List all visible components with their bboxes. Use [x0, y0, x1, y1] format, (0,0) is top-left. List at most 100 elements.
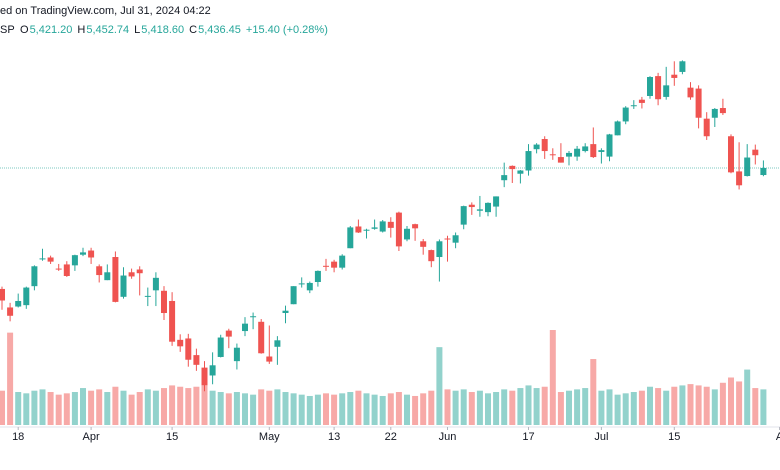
- candle-body: [671, 74, 678, 78]
- volume-bar: [752, 388, 759, 425]
- volume-bar: [225, 393, 232, 425]
- volume-bar: [31, 390, 38, 425]
- volume-bar: [468, 392, 475, 425]
- volume-bar: [622, 393, 629, 425]
- candle-body: [412, 224, 419, 229]
- candle-body: [476, 209, 483, 211]
- volume-bar: [266, 390, 273, 425]
- volume-bar: [144, 389, 151, 425]
- legend-key: H: [77, 24, 85, 36]
- legend-value: 5,452.74: [86, 24, 129, 36]
- time-axis: 18 Apr 15 May 13 22 Jun 17 Jul 15 A: [12, 427, 780, 443]
- candle-body: [752, 149, 759, 156]
- candle-body: [485, 202, 491, 213]
- volume-bar: [452, 390, 459, 425]
- volume-bar: [233, 392, 240, 425]
- candle-body: [323, 265, 329, 267]
- candle-body: [501, 175, 508, 181]
- volume-bar: [347, 392, 354, 425]
- volume-bar: [428, 390, 435, 425]
- candle-body: [266, 356, 273, 362]
- volume-bar: [290, 393, 297, 425]
- candle-body: [663, 85, 670, 97]
- candle-body: [736, 171, 743, 186]
- ohlc-legend: O 5,421.20 H 5,452.74 L 5,418.60 C 5,436.45 +15.…: [20, 24, 328, 36]
- candle-body: [161, 290, 167, 314]
- volume-bar: [217, 392, 224, 425]
- candle-body: [298, 283, 305, 285]
- volume-bar: [404, 394, 410, 425]
- candle-body: [233, 347, 240, 362]
- volume-bar: [258, 389, 265, 425]
- candle-body: [331, 261, 338, 268]
- candle-body: [549, 154, 556, 156]
- volume-bar: [493, 392, 500, 425]
- candle-body: [566, 152, 572, 157]
- volume-bar: [15, 392, 22, 425]
- volume-bar: [509, 390, 516, 425]
- candle-body: [574, 148, 581, 157]
- volume-bar: [671, 386, 678, 425]
- volume-bar: [541, 386, 548, 425]
- candle-body: [533, 144, 540, 150]
- volume-bar: [598, 390, 605, 425]
- candle-body: [687, 87, 694, 98]
- volume-bar: [242, 393, 248, 425]
- candle-body: [395, 212, 402, 247]
- volume-bar: [574, 389, 581, 425]
- candle-body: [371, 227, 378, 229]
- volume-bar: [112, 386, 119, 425]
- candle-body: [557, 157, 564, 163]
- volume-bar: [614, 394, 621, 425]
- volume-bar: [549, 330, 556, 425]
- candle-body: [23, 287, 30, 306]
- candle-body: [355, 226, 362, 233]
- candle-body: [88, 250, 95, 258]
- candle-body: [7, 307, 14, 316]
- x-tick-label: May: [259, 431, 280, 443]
- candle-body: [638, 99, 645, 103]
- candle-body: [622, 107, 629, 122]
- volume-bar: [582, 388, 589, 425]
- volume-bar: [557, 392, 564, 425]
- volume-bar: [298, 394, 305, 425]
- volume-bar: [39, 389, 46, 425]
- candle-body: [655, 76, 662, 100]
- volume-bar: [566, 390, 572, 425]
- candle-body: [387, 221, 394, 228]
- volume-bar: [209, 390, 216, 425]
- volume-bar: [314, 394, 321, 425]
- volume-bar: [663, 390, 670, 425]
- volume-bar: [711, 389, 718, 425]
- candle-body: [290, 286, 297, 305]
- candle-body: [80, 252, 86, 255]
- legend-value: 5,436.45: [198, 24, 241, 36]
- candle-body: [128, 272, 135, 277]
- volume-pane: [0, 330, 767, 425]
- volume-bar: [177, 386, 184, 425]
- volume-bar: [71, 392, 78, 425]
- volume-bar: [476, 390, 483, 425]
- volume-bar: [161, 388, 167, 425]
- volume-bar: [55, 394, 62, 425]
- volume-bar: [687, 384, 694, 425]
- candle-body: [347, 227, 354, 249]
- volume-bar: [152, 390, 159, 425]
- candle-body: [201, 367, 208, 386]
- candle-body: [71, 255, 78, 266]
- candle-body: [541, 139, 548, 152]
- candle-body: [314, 270, 321, 283]
- volume-bar: [250, 394, 257, 425]
- volume-bar: [169, 385, 176, 425]
- volume-bar: [128, 394, 135, 425]
- volume-bar: [88, 390, 95, 425]
- candle-body: [15, 300, 22, 307]
- volume-bar: [412, 395, 419, 425]
- candle-body: [598, 150, 605, 152]
- candle-body: [63, 264, 70, 276]
- volume-bar: [306, 395, 313, 425]
- x-tick-label: 15: [668, 431, 680, 443]
- candle-body: [225, 330, 232, 337]
- candle-body: [728, 136, 734, 173]
- symbol: SP: [0, 24, 15, 36]
